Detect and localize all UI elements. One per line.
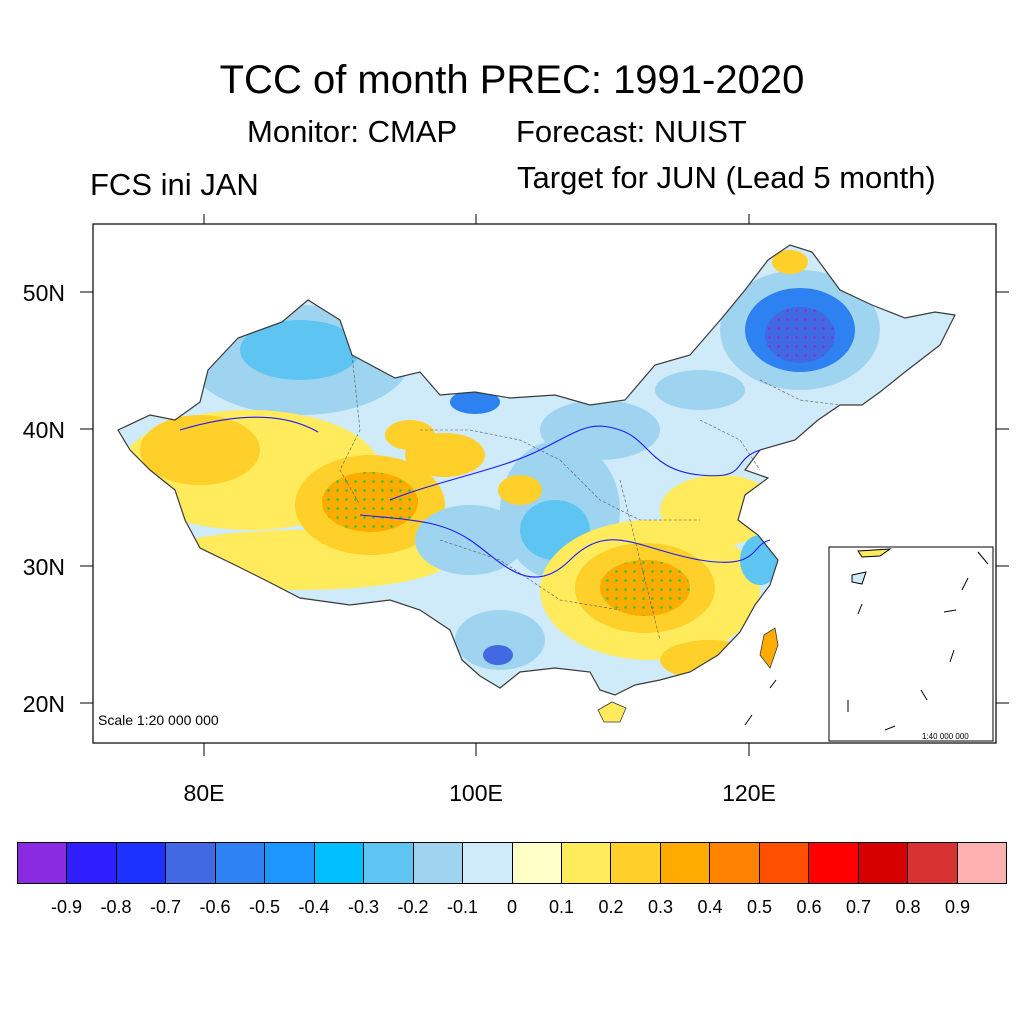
- lat-label-30n: 30N: [22, 554, 65, 580]
- colorbar-swatch: [67, 843, 117, 883]
- colorbar-swatch: [18, 843, 68, 883]
- south-china-sea-inset: [828, 546, 994, 742]
- colorbar-label: -0.9: [50, 897, 83, 917]
- colorbar-swatch: [809, 843, 859, 883]
- lat-label-50n: 50N: [22, 280, 65, 306]
- lon-label-120e: 120E: [722, 780, 776, 806]
- initialization-label: FCS ini JAN: [90, 167, 259, 202]
- colorbar: [17, 842, 1007, 884]
- colorbar-label: 0: [506, 897, 517, 917]
- colorbar-label: -0.4: [298, 897, 330, 917]
- target-label: Target for JUN (Lead 5 month): [517, 160, 936, 195]
- colorbar-swatch: [759, 843, 810, 883]
- colorbar-label: 0.6: [796, 897, 822, 917]
- inset-islands: [744, 548, 989, 731]
- colorbar-label: 0.4: [697, 897, 723, 917]
- taiwan-island: [759, 627, 779, 669]
- forecast-subtitle: Forecast: NUIST: [516, 114, 747, 149]
- colorbar-label: 0.8: [895, 897, 921, 917]
- map-scale-text: Scale 1:20 000 000: [98, 712, 219, 728]
- colorbar-swatch: [364, 843, 414, 883]
- colorbar-swatch: [314, 843, 365, 883]
- province-boundaries: [339, 354, 841, 641]
- lat-label-40n: 40N: [22, 417, 65, 443]
- colorbar-label: 0.7: [845, 897, 872, 917]
- colorbar-label: 0.9: [944, 897, 971, 917]
- colorbar-label: -0.2: [397, 897, 429, 917]
- colorbar-label: 0.1: [548, 897, 575, 917]
- colorbar-label: 0.2: [598, 897, 624, 917]
- colorbar-label: -0.8: [100, 897, 132, 917]
- colorbar-swatch: [463, 843, 513, 883]
- inset-scale-text: 1:40 000 000: [922, 732, 969, 741]
- colorbar-swatch: [957, 843, 1007, 883]
- axis-ticks: [80, 214, 1009, 756]
- colorbar-swatch: [512, 843, 562, 883]
- colorbar-swatch: [710, 843, 760, 883]
- colorbar-swatch: [858, 843, 909, 883]
- colorbar-swatch: [413, 843, 464, 883]
- rivers: [179, 416, 771, 578]
- colorbar-swatch: [908, 843, 958, 883]
- colorbar-label: -0.7: [149, 897, 182, 917]
- colorbar-label: -0.5: [248, 897, 281, 917]
- lat-label-20n: 20N: [22, 691, 65, 717]
- colorbar-swatch: [561, 843, 612, 883]
- colorbar-label: -0.3: [347, 897, 380, 917]
- colorbar-swatch: [215, 843, 266, 883]
- lon-label-100e: 100E: [449, 780, 503, 806]
- colorbar-label: 0.3: [647, 897, 674, 917]
- colorbar-label: 0.5: [746, 897, 773, 917]
- colorbar-swatch: [116, 843, 167, 883]
- colorbar-swatch: [166, 843, 216, 883]
- colorbar-swatch: [265, 843, 315, 883]
- colorbar-swatch: [660, 843, 711, 883]
- colorbar-swatch: [611, 843, 661, 883]
- monitor-subtitle: Monitor: CMAP: [247, 114, 458, 149]
- colorbar-label: -0.1: [446, 897, 479, 917]
- hainan-island: [597, 701, 627, 723]
- chart-title: TCC of month PREC: 1991-2020: [219, 58, 805, 102]
- lon-label-80e: 80E: [183, 780, 225, 806]
- colorbar-label: -0.6: [199, 897, 231, 917]
